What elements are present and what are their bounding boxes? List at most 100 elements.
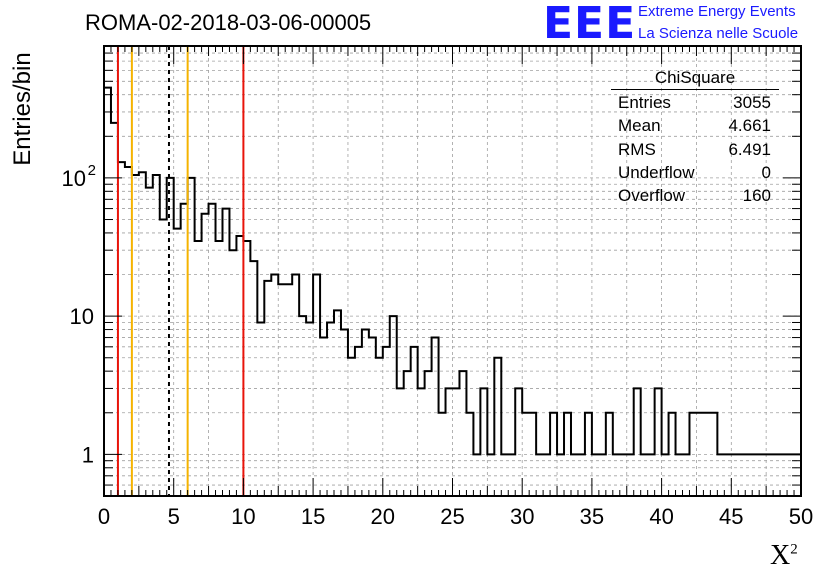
histogram-bin bbox=[139, 172, 146, 496]
y-tick-label: 1 bbox=[82, 442, 94, 467]
x-tick-label: 25 bbox=[440, 504, 464, 529]
histogram-bin bbox=[655, 388, 662, 496]
histogram-bin bbox=[271, 275, 278, 496]
histogram-bin bbox=[564, 413, 571, 496]
histogram-bin bbox=[222, 209, 229, 496]
histogram-bin bbox=[146, 188, 153, 496]
histogram-bin bbox=[334, 310, 341, 496]
chart-title: ROMA-02-2018-03-06-00005 bbox=[85, 10, 372, 35]
histogram-bin bbox=[731, 454, 738, 496]
histogram-bin bbox=[167, 178, 174, 496]
x-tick-label: 30 bbox=[510, 504, 534, 529]
histogram-bin bbox=[703, 413, 710, 496]
histogram-bin bbox=[571, 454, 578, 496]
histogram-bin bbox=[634, 388, 641, 496]
x-tick-label: 15 bbox=[301, 504, 325, 529]
y-axis-label: Entries/bin bbox=[9, 52, 36, 166]
histogram-bin bbox=[550, 413, 557, 496]
histogram-bin bbox=[257, 322, 264, 496]
histogram-bin bbox=[327, 322, 334, 496]
histogram-bin bbox=[515, 388, 522, 496]
histogram-bin bbox=[236, 236, 243, 496]
histogram-bin bbox=[648, 454, 655, 496]
histogram-bin bbox=[529, 413, 536, 496]
histogram-bin bbox=[752, 454, 759, 496]
histogram-bin bbox=[132, 175, 139, 496]
x-axis-label-exponent: 2 bbox=[790, 541, 798, 558]
histogram-bin bbox=[174, 229, 181, 496]
histogram-bin bbox=[578, 454, 585, 496]
histogram-bin bbox=[473, 454, 480, 496]
histogram-bin bbox=[480, 388, 487, 496]
x-tick-label: 20 bbox=[371, 504, 395, 529]
logo-mark: EEE bbox=[543, 0, 637, 49]
histogram-bin bbox=[355, 347, 362, 496]
histogram-bin bbox=[348, 358, 355, 496]
histogram-bin bbox=[683, 454, 690, 496]
stats-value: 4.661 bbox=[728, 116, 771, 136]
stats-value: 3055 bbox=[733, 93, 771, 112]
histogram-bin bbox=[425, 371, 432, 496]
histogram-bin bbox=[229, 250, 236, 496]
histogram-bin bbox=[111, 123, 118, 496]
histogram-bin bbox=[662, 454, 669, 496]
histogram-bin bbox=[299, 316, 306, 496]
histogram-bin bbox=[306, 322, 313, 496]
x-tick-label: 45 bbox=[719, 504, 743, 529]
histogram-bin bbox=[620, 454, 627, 496]
histogram-bin bbox=[773, 454, 780, 496]
stats-label: Underflow bbox=[618, 162, 695, 182]
y-tick-label: 10 bbox=[62, 166, 86, 191]
histogram-bin bbox=[669, 413, 676, 496]
histogram-bin bbox=[759, 454, 766, 496]
stats-label: RMS bbox=[618, 139, 656, 159]
histogram-bin bbox=[188, 178, 195, 496]
histogram-bin bbox=[439, 413, 446, 496]
y-tick-label-exponent: 2 bbox=[88, 162, 96, 179]
stats-title: ChiSquare bbox=[611, 68, 779, 90]
histogram-bin bbox=[278, 284, 285, 496]
histogram-bin bbox=[627, 454, 634, 496]
histogram-bin bbox=[313, 275, 320, 496]
histogram-bin bbox=[390, 316, 397, 496]
histogram-bin bbox=[404, 371, 411, 496]
histogram-bin bbox=[418, 388, 425, 496]
stats-row: RMS 6.491 bbox=[611, 138, 779, 161]
histogram-bin bbox=[501, 454, 508, 496]
histogram-bin bbox=[585, 413, 592, 496]
histogram-bin bbox=[411, 347, 418, 496]
histogram-bin bbox=[341, 330, 348, 496]
histogram-bin bbox=[641, 454, 648, 496]
x-tick-label: 5 bbox=[168, 504, 180, 529]
histogram-bin bbox=[376, 358, 383, 496]
histogram-bin bbox=[432, 338, 439, 496]
histogram-bin bbox=[676, 454, 683, 496]
histogram-bin bbox=[766, 454, 773, 496]
stats-label: Overflow bbox=[618, 186, 686, 206]
stats-label: Mean bbox=[618, 116, 661, 136]
histogram-bin bbox=[606, 413, 613, 496]
x-axis-label: X2 bbox=[770, 540, 798, 572]
histogram-bin bbox=[466, 413, 473, 496]
x-tick-label: 10 bbox=[231, 504, 255, 529]
histogram-bin bbox=[118, 162, 125, 496]
histogram-bin bbox=[453, 388, 460, 496]
x-tick-label: 0 bbox=[98, 504, 110, 529]
histogram-outline bbox=[104, 86, 801, 456]
histogram-bin bbox=[243, 241, 250, 496]
histogram-bin bbox=[264, 281, 271, 496]
histogram-bin bbox=[494, 358, 501, 496]
histogram-bin bbox=[153, 175, 160, 496]
stats-value: 6.491 bbox=[728, 139, 771, 159]
y-tick-label: 10 bbox=[70, 304, 94, 329]
histogram-bin bbox=[717, 454, 724, 496]
histogram-bin bbox=[383, 347, 390, 496]
histogram-bin bbox=[362, 330, 369, 496]
histogram-bin bbox=[487, 454, 494, 496]
stats-row: Underflow 0 bbox=[611, 161, 779, 184]
histogram-bin bbox=[689, 413, 696, 496]
histogram-bin bbox=[696, 413, 703, 496]
histogram-bin bbox=[125, 167, 132, 496]
histogram-bin bbox=[536, 454, 543, 496]
